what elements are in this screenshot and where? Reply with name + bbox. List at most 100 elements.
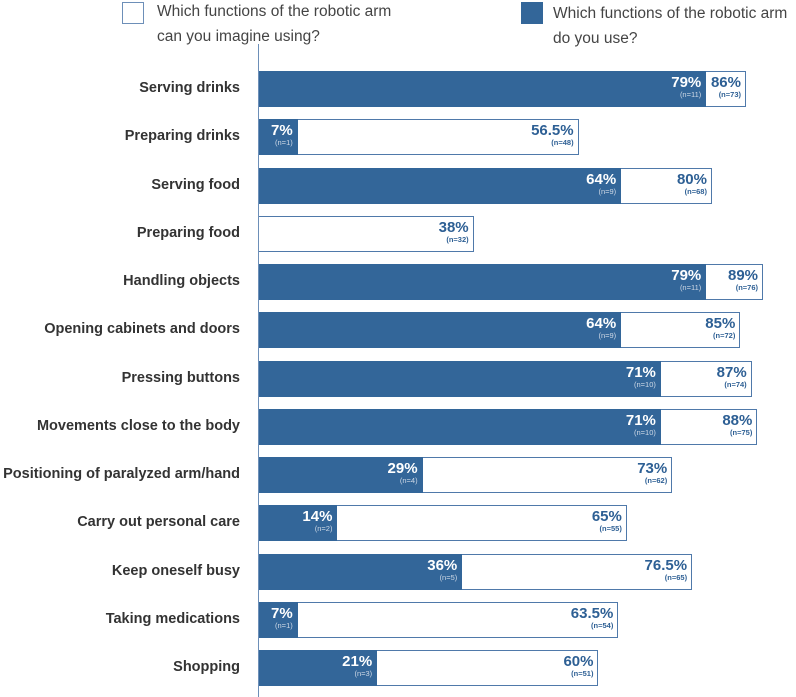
category-label: Preparing food [136,224,240,241]
category-label: Serving drinks [139,80,240,96]
percent-label: 79% [671,74,702,91]
count-label: (n=1) [275,620,293,630]
percent-label: 64% [586,315,617,333]
y-axis-line [258,44,259,697]
percent-label: 85% [705,315,736,333]
count-label: (n=55) [599,524,622,534]
percent-label: 88% [722,411,753,429]
bar-use [258,167,622,204]
category-label: Taking medications [105,610,240,627]
percent-label: 38% [438,218,469,236]
bar-use [258,553,463,590]
category-label: Keep oneself busy [111,562,240,579]
percent-label: 79% [671,267,702,284]
data-label-imagine: 85% (n=72) [705,316,735,340]
data-label-imagine: 73% (n=62) [637,461,667,485]
bar-use [258,505,338,542]
count-label: (n=11) [679,283,702,292]
bar-use [258,71,707,107]
bar-use [258,264,707,300]
percent-label: 7% [271,604,293,622]
legend-swatch-imagine [122,2,144,24]
data-label-imagine: 65% (n=55) [592,509,622,533]
percent-label: 65% [591,508,622,526]
count-label: (n=4) [399,476,418,485]
data-label-imagine: 88% (n=75) [722,413,752,437]
data-label-use: 7% (n=1) [271,606,293,630]
count-label: (n=9) [598,331,617,341]
count-label: (n=9) [598,186,617,196]
data-label-use: 71% (n=10) [626,413,656,437]
data-label-imagine: 76.5% (n=65) [645,558,688,582]
category-label: Carry out personal care [77,514,240,531]
percent-label: 80% [676,170,707,188]
data-label-use: 21% (n=3) [342,654,372,678]
count-label: (n=54) [591,620,614,630]
percent-label: 64% [586,170,617,188]
legend-line: Which functions of the robotic arm [157,3,392,20]
data-label-imagine: 87% (n=74) [717,365,747,389]
data-label-imagine: 86% (n=73) [711,75,741,99]
legend-line: Which functions of the robotic arm [553,5,788,22]
category-label: Movements close to the body [36,417,240,434]
data-label-imagine: 89% (n=76) [728,268,758,292]
count-label: (n=3) [354,669,373,678]
percent-label: 7% [271,122,293,140]
count-label: (n=1) [275,138,293,148]
category-label: Shopping [173,659,240,675]
category-label: Opening cabinets and doors [44,321,240,338]
category-label: Handling objects [123,273,240,289]
count-label: (n=5) [439,572,458,582]
category-label: Positioning of paralyzed arm/hand [3,466,240,482]
legend-line: can you imagine using? [157,28,320,45]
percent-label: 56.5% [531,122,574,140]
count-label: (n=68) [684,186,707,196]
percent-label: 29% [387,460,418,477]
percent-label: 89% [728,267,759,284]
data-label-imagine: 38% (n=32) [439,220,469,244]
category-label: Pressing buttons [121,369,240,386]
legend-line: do you use? [553,30,638,47]
bar-use [258,408,661,445]
data-label-use: 29% (n=4) [388,461,418,485]
data-label-use: 64% (n=9) [586,172,616,196]
bar-use [258,650,378,686]
percent-label: 63.5% [570,604,614,622]
data-label-imagine: 63.5% (n=54) [571,606,614,630]
bar-imagine [258,119,579,156]
category-label: Serving food [151,176,240,193]
bar-use [258,119,298,156]
data-label-use: 71% (n=10) [626,365,656,389]
data-label-imagine: 60% (n=51) [563,654,593,678]
count-label: (n=74) [724,379,747,389]
count-label: (n=10) [634,427,656,437]
percent-label: 87% [716,363,747,381]
percent-label: 36% [427,556,458,574]
legend-swatch-use [521,2,543,24]
bar-use [258,360,661,397]
count-label: (n=10) [634,379,656,389]
count-label: (n=73) [718,90,741,99]
count-label: (n=75) [730,427,753,437]
data-label-use: 64% (n=9) [586,316,616,340]
percent-label: 76.5% [644,556,688,574]
count-label: (n=76) [735,283,759,292]
percent-label: 86% [710,74,741,91]
count-label: (n=2) [314,524,333,534]
count-label: (n=72) [713,331,736,341]
data-label-use: 7% (n=1) [271,123,293,147]
percent-label: 71% [625,411,656,429]
percent-label: 60% [563,653,594,670]
data-label-use: 14% (n=2) [302,509,332,533]
count-label: (n=11) [679,90,702,99]
data-label-use: 36% (n=5) [427,558,457,582]
legend-label-use: Which functions of the robotic arm do yo… [553,1,793,51]
bar-use [258,312,622,349]
percent-label: 73% [637,460,668,477]
bar-use [258,457,423,493]
data-label-imagine: 56.5% (n=48) [531,123,574,147]
count-label: (n=62) [644,476,668,485]
count-label: (n=48) [551,138,574,148]
bar-imagine [258,601,619,638]
percent-label: 71% [625,363,656,381]
